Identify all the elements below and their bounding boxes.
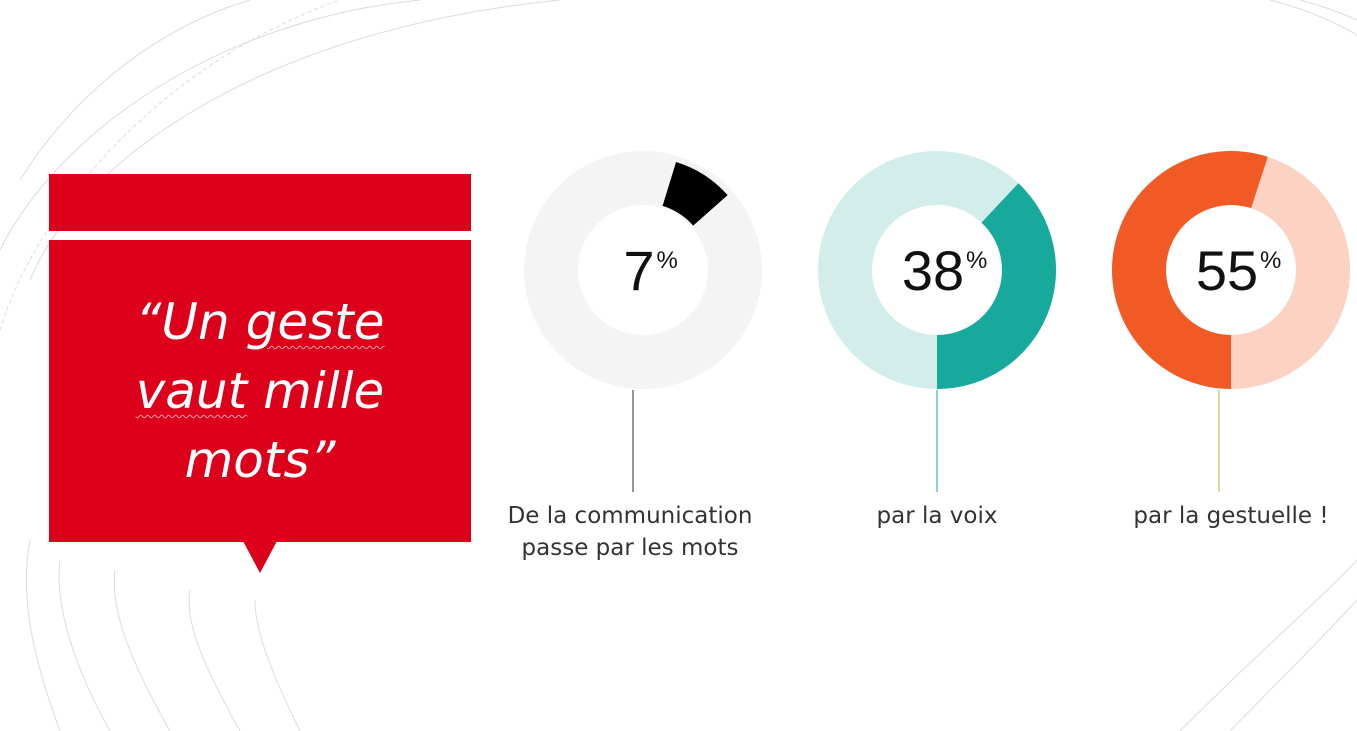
quote-line-2-end: mille <box>247 362 385 420</box>
donut-caption: par la voix <box>787 500 1087 532</box>
donut-group: 55% <box>1112 151 1350 492</box>
donut-caption: De la communication passe par les mots <box>480 500 780 564</box>
percent-sign-label: % <box>1260 247 1281 274</box>
background-arc <box>1269 0 1357 36</box>
donut-group: 38% <box>818 151 1057 492</box>
quote-line-1-start: “Un <box>135 293 246 351</box>
quote-callout-tail <box>243 541 277 573</box>
quote-word-vaut: vaut <box>135 362 248 420</box>
quote-header-bar <box>49 174 471 231</box>
quote-line-2: vaut mille <box>49 357 471 426</box>
donut-group: 7% <box>524 151 762 492</box>
donut-value-segment <box>1112 151 1268 389</box>
quote-callout: “Un geste vaut mille mots” <box>49 240 471 542</box>
donut-caption: par la gestuelle ! <box>1081 500 1357 532</box>
donut-caption-line: par la voix <box>876 503 998 529</box>
donut-caption-line: De la communication <box>507 503 753 529</box>
background-arc <box>0 0 341 331</box>
percent-sign-label: % <box>657 247 678 274</box>
background-arc <box>25 539 61 731</box>
percent-value-label: 55 <box>1196 239 1258 302</box>
background-arc <box>1229 599 1357 731</box>
percent-sign-label: % <box>966 247 987 274</box>
quote-line-1: “Un geste <box>49 288 471 357</box>
donut-value-segment <box>662 161 728 226</box>
quote-word-geste: geste <box>245 293 385 351</box>
donut-track <box>524 151 762 389</box>
donut-caption-line: passe par les mots <box>521 535 739 561</box>
donut-value-segment <box>937 183 1057 389</box>
background-arc <box>254 599 301 731</box>
quote-text: “Un geste vaut mille mots” <box>49 288 471 495</box>
background-arc <box>58 559 111 731</box>
background-arc <box>19 0 251 181</box>
percent-value-label: 38 <box>902 239 964 302</box>
donut-caption-line: par la gestuelle ! <box>1133 503 1329 529</box>
background-arc <box>113 569 171 731</box>
percent-value-label: 7 <box>623 239 654 302</box>
background-arc <box>1299 0 1357 21</box>
background-arc <box>0 0 421 251</box>
quote-line-3: mots” <box>184 431 336 489</box>
background-arc <box>188 589 241 731</box>
background-arc <box>1179 559 1357 731</box>
